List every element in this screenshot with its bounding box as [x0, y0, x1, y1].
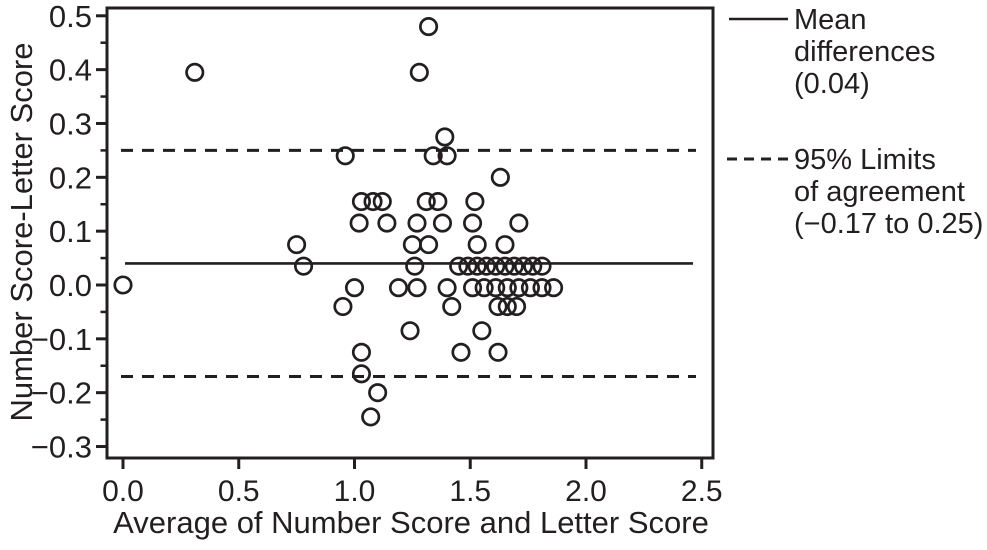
- data-point: [287, 235, 307, 255]
- legend-label-line: Mean: [794, 4, 867, 36]
- data-point: [344, 278, 365, 298]
- legend-label-line: differences: [794, 36, 936, 68]
- legend-entry-mean: Mean differences (0.04): [728, 4, 935, 100]
- legend-label-line: (0.04): [794, 68, 870, 100]
- data-point: [458, 256, 478, 276]
- data-point: [467, 235, 487, 255]
- data-point: [451, 342, 471, 362]
- data-point: [363, 191, 383, 212]
- data-point: [513, 256, 534, 276]
- x-tick-label: 1.5: [449, 475, 491, 508]
- data-point: [407, 213, 427, 233]
- data-point: [333, 296, 353, 317]
- data-point: [509, 213, 529, 233]
- data-point: [400, 321, 420, 341]
- data-point: [472, 321, 492, 341]
- x-tick-label: 2.0: [565, 475, 607, 508]
- data-point: [463, 213, 483, 233]
- data-point: [351, 364, 371, 384]
- legend-label-line: of agreement: [794, 176, 965, 208]
- data-point: [488, 342, 508, 362]
- dashed-line-swatch-icon: [727, 157, 790, 161]
- data-point: [349, 213, 369, 233]
- data-point: [442, 296, 462, 317]
- data-point: [402, 235, 422, 255]
- y-tick-label: 0.5: [49, 0, 92, 34]
- y-tick-label: 0.0: [49, 268, 92, 303]
- y-tick-label: 0.4: [49, 53, 92, 88]
- y-tick-label: −0.2: [31, 376, 92, 411]
- data-point: [409, 62, 429, 82]
- x-tick-label: 2.5: [681, 475, 723, 508]
- data-point: [490, 167, 510, 187]
- legend-label-line: 95% Limits: [794, 144, 936, 176]
- data-point: [335, 146, 355, 166]
- plot-frame: [105, 6, 715, 460]
- data-point: [449, 256, 469, 276]
- x-tick-label: 1.0: [334, 475, 376, 508]
- y-tick-label: 0.2: [49, 160, 92, 195]
- solid-line-swatch-icon: [729, 17, 788, 21]
- data-point: [437, 146, 457, 166]
- data-point: [476, 256, 497, 276]
- data-point: [432, 213, 453, 233]
- y-axis-title: Number Score-Letter Score: [4, 42, 39, 422]
- data-point: [435, 127, 455, 147]
- data-point: [520, 278, 540, 298]
- data-point: [504, 256, 524, 276]
- data-point: [474, 278, 494, 298]
- data-point: [416, 191, 436, 212]
- data-point: [532, 278, 552, 298]
- data-point: [486, 278, 506, 298]
- y-tick-label: −0.1: [31, 322, 92, 357]
- data-point: [532, 256, 552, 276]
- data-point: [488, 296, 508, 317]
- x-tick-label: 0.5: [218, 475, 260, 508]
- x-tick-label: 0.0: [102, 475, 144, 508]
- legend-text-mean: Mean differences (0.04): [794, 4, 935, 100]
- data-point: [368, 383, 388, 403]
- data-point: [419, 17, 439, 37]
- data-point: [506, 296, 527, 317]
- data-point: [351, 191, 371, 212]
- data-point: [495, 256, 515, 276]
- data-point: [185, 62, 205, 82]
- data-point: [463, 278, 483, 298]
- data-point: [437, 278, 457, 298]
- data-point: [467, 256, 487, 276]
- legend-text-limits: 95% Limits of agreement (−0.17 to 0.25): [794, 144, 983, 240]
- data-point: [486, 256, 506, 276]
- data-point: [407, 278, 427, 298]
- data-point: [497, 278, 517, 298]
- data-point: [495, 235, 515, 255]
- data-point: [405, 256, 425, 276]
- data-point: [361, 407, 381, 427]
- data-point: [377, 213, 397, 233]
- data-point: [523, 256, 543, 276]
- data-point: [465, 191, 485, 212]
- data-point: [497, 296, 517, 317]
- y-tick-label: −0.3: [31, 430, 92, 465]
- data-point: [351, 342, 371, 362]
- data-point: [428, 191, 448, 212]
- data-point: [294, 256, 314, 276]
- y-tick-label: 0.3: [49, 106, 92, 141]
- data-point: [544, 278, 564, 298]
- data-point: [372, 191, 392, 212]
- data-point: [423, 146, 443, 166]
- legend-entry-limits: 95% Limits of agreement (−0.17 to 0.25): [726, 144, 983, 240]
- data-point: [113, 275, 133, 295]
- data-point: [419, 235, 439, 255]
- y-tick-label: 0.1: [49, 214, 92, 249]
- data-point: [509, 278, 529, 298]
- data-point: [388, 278, 409, 298]
- legend-label-line: (−0.17 to 0.25): [794, 208, 984, 240]
- x-axis-title: Average of Number Score and Letter Score: [113, 505, 709, 540]
